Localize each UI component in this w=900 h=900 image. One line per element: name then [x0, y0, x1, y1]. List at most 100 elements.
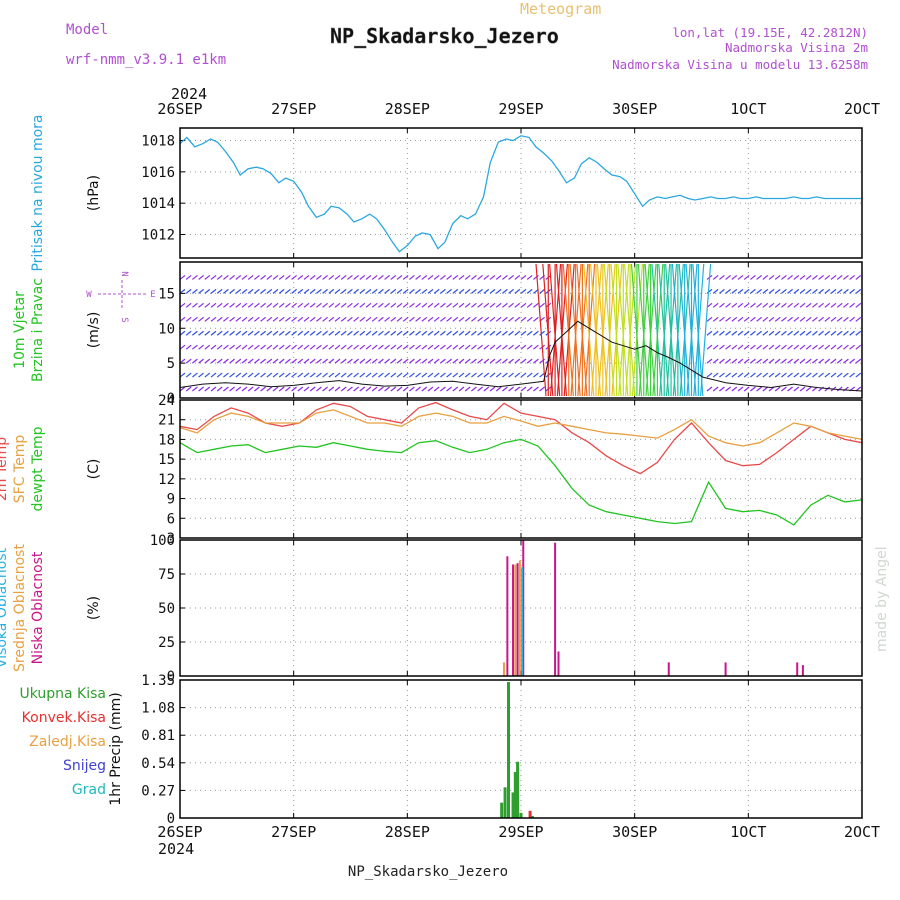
wind-barb — [483, 330, 490, 336]
wind-barb — [371, 372, 378, 378]
wind-barb — [750, 386, 756, 392]
wind-barb — [179, 316, 186, 322]
wind-barb — [756, 274, 762, 280]
wind-barb — [409, 372, 415, 378]
wind-barb — [731, 372, 738, 378]
wind-barb — [812, 358, 818, 364]
wind-barb — [446, 330, 452, 336]
wind-barb — [409, 358, 415, 364]
panel-precip: 0 0.27 0.54 0.81 1.08 1.35 1hr Precip (mm)Ukup… — [19, 673, 863, 827]
wind-barb — [508, 302, 514, 308]
wind-barb — [706, 386, 713, 392]
wind-barb — [514, 372, 521, 378]
wind-barb — [812, 316, 818, 322]
wind-barb — [291, 386, 297, 392]
wind-barb — [533, 386, 539, 392]
wind-barb — [596, 263, 608, 397]
wind-barb — [458, 288, 465, 294]
wind-barb — [446, 302, 452, 308]
wind-barb — [371, 274, 378, 280]
wind-barb — [297, 274, 304, 280]
wind-barb — [502, 372, 508, 378]
wind-barb — [223, 386, 229, 392]
lonlat-text: lon,lat (19.15E, 42.2812N) — [672, 25, 868, 40]
wind-barb — [328, 358, 335, 364]
y-tick-label: 3 — [167, 531, 175, 547]
wind-barb — [756, 330, 762, 336]
wind-barb — [818, 330, 824, 336]
wind-barb — [272, 330, 279, 336]
wind-barb — [322, 372, 328, 378]
series-line-sfc — [179, 409, 863, 447]
wind-barb — [384, 316, 390, 322]
wind-barb — [303, 316, 310, 322]
wind-barb — [495, 288, 502, 294]
legend-3: Snijeg — [63, 758, 106, 774]
wind-barb — [421, 274, 428, 280]
wind-barb — [630, 263, 643, 397]
wind-barb — [371, 358, 378, 364]
wind-barb — [799, 302, 806, 308]
wind-barb — [737, 316, 744, 322]
wind-barb — [855, 288, 862, 294]
wind-barb — [781, 316, 787, 322]
wind-barb — [514, 344, 521, 350]
wind-barb — [824, 344, 831, 350]
wind-barb — [340, 344, 347, 350]
wind-barb — [464, 274, 471, 280]
wind-barb — [743, 316, 750, 322]
wind-barb — [781, 372, 787, 378]
wind-barb — [340, 288, 347, 294]
wind-barb — [812, 344, 818, 350]
wind-barb — [328, 274, 335, 280]
wind-barb — [278, 358, 285, 364]
wind-barb — [855, 372, 862, 378]
wind-barb — [805, 330, 812, 336]
wind-barb — [334, 344, 341, 350]
wind-barb — [843, 316, 849, 322]
wind-barb — [737, 288, 744, 294]
series-line-dewpt — [179, 438, 863, 526]
wind-barb — [328, 372, 335, 378]
wind-barb — [464, 302, 471, 308]
wind-barb — [477, 372, 483, 378]
wind-barb — [805, 344, 812, 350]
wind-barb — [340, 386, 347, 392]
wind-barb — [743, 372, 750, 378]
wind-barb — [526, 358, 533, 364]
wind-barb — [849, 302, 855, 308]
wind-barb — [347, 386, 353, 392]
wind-barb — [818, 344, 824, 350]
top-year: 2024 — [171, 85, 207, 103]
wind-barb — [316, 274, 322, 280]
wind-barb — [787, 344, 793, 350]
model-label: Model — [66, 22, 108, 38]
top-date-label: 29SEP — [498, 100, 543, 118]
wind-barb — [489, 372, 496, 378]
wind-barb — [495, 372, 502, 378]
wind-barb — [483, 372, 490, 378]
wind-barb — [477, 288, 483, 294]
wind-barb — [526, 386, 533, 392]
wind-barb — [855, 358, 862, 364]
wind-barb — [309, 316, 316, 322]
wind-barb — [737, 344, 744, 350]
wind-barb — [535, 263, 547, 397]
wind-barb — [671, 263, 684, 397]
wind-barb — [440, 302, 446, 308]
y-tick-label: 100 — [150, 533, 175, 549]
wind-barb — [830, 316, 837, 322]
wind-barb — [415, 302, 421, 308]
wind-barb — [440, 330, 446, 336]
wind-barb — [569, 263, 581, 397]
wind-barb — [216, 302, 223, 308]
wind-barb — [402, 302, 409, 308]
wind-barb — [824, 372, 831, 378]
wind-barb — [725, 274, 731, 280]
wind-barb — [514, 274, 521, 280]
wind-barb — [365, 386, 372, 392]
wind-barb — [477, 316, 483, 322]
wind-barb — [489, 358, 496, 364]
wind-barb — [241, 330, 248, 336]
